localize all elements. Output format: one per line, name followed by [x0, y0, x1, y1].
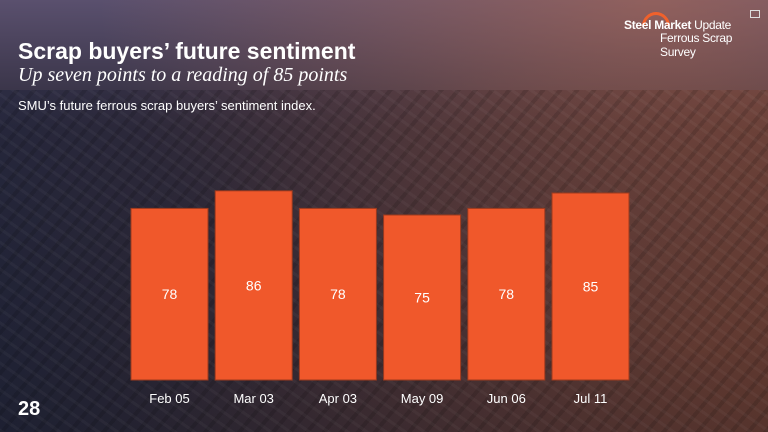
bar-value-label: 78 [499, 286, 515, 302]
category-label: Jul 11 [574, 391, 608, 406]
bar-1 [214, 190, 293, 381]
page-subtitle: Up seven points to a reading of 85 point… [18, 64, 348, 86]
bar-3 [383, 214, 462, 381]
bar-2 [298, 207, 377, 381]
chart-description: SMU’s future ferrous scrap buyers’ senti… [18, 98, 316, 113]
category-label: Apr 03 [319, 391, 357, 406]
logo-subtext: Ferrous Scrap Survey [660, 31, 733, 59]
bar-value-label: 78 [162, 286, 178, 302]
smu-logo: Steel Market Update Ferrous Scrap Survey [624, 6, 764, 59]
logo-text-light: Update [694, 18, 732, 32]
category-label: Mar 03 [233, 391, 273, 406]
bar-value-label: 78 [330, 286, 346, 302]
bar-value-label: 85 [583, 279, 599, 295]
logo-badge-icon [750, 10, 760, 18]
category-label: May 09 [401, 391, 444, 406]
bar-0 [130, 207, 209, 381]
bar-4 [467, 207, 546, 381]
page-number: 28 [18, 398, 41, 420]
bar-value-label: 75 [414, 290, 430, 306]
bar-5 [551, 192, 630, 381]
page-title: Scrap buyers’ future sentiment [18, 38, 356, 64]
bar-value-label: 86 [246, 277, 262, 293]
logo-text-bold: Steel Market [624, 18, 692, 32]
category-label: Jun 06 [487, 391, 526, 406]
category-label: Feb 05 [149, 391, 189, 406]
